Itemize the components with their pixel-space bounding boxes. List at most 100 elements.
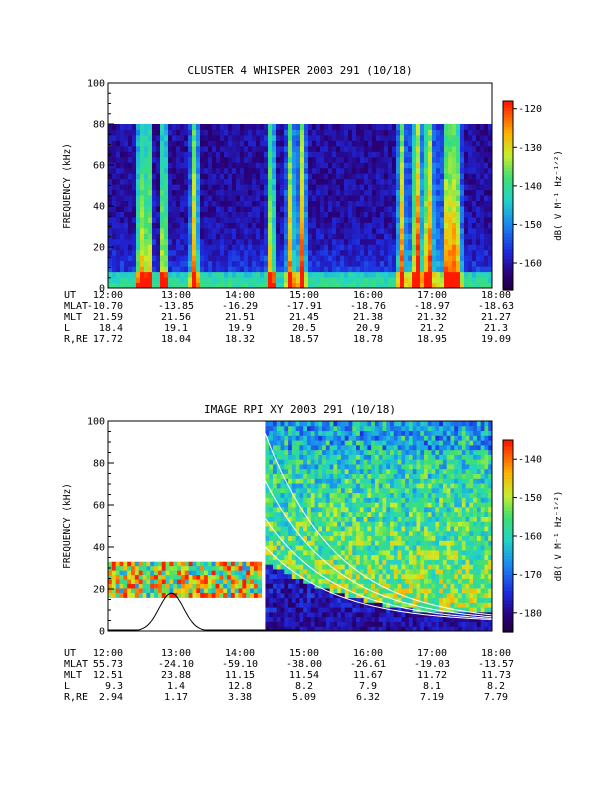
spectrogram-cell xyxy=(192,173,197,180)
spectrogram-cell xyxy=(464,277,469,284)
spectrogram-cell xyxy=(374,583,380,589)
spectrogram-cell xyxy=(329,483,334,489)
spectrogram-cell xyxy=(300,211,305,218)
spectrogram-cell xyxy=(363,616,368,622)
spectrogram-cell xyxy=(468,216,473,223)
spectrogram-cell xyxy=(248,271,253,278)
spectrogram-cell xyxy=(180,233,185,240)
spectrogram-cell xyxy=(484,227,489,234)
spectrogram-cell xyxy=(468,189,473,196)
spectrogram-cell xyxy=(404,271,409,278)
spectrogram-cell xyxy=(265,621,270,627)
spectrogram-cell xyxy=(401,483,406,489)
spectrogram-cell xyxy=(306,497,312,503)
spectrogram-cell xyxy=(368,134,373,141)
spectrogram-cell xyxy=(340,421,346,427)
spectrogram-cell xyxy=(448,255,453,262)
spectrogram-cell xyxy=(216,151,221,158)
spectrogram-cell xyxy=(120,156,125,163)
spectrogram-cell xyxy=(288,554,293,560)
spectrogram-cell xyxy=(276,211,281,218)
spectrogram-cell xyxy=(291,430,297,436)
spectrogram-cell xyxy=(112,178,117,185)
spectrogram-cell xyxy=(340,206,345,212)
spectrogram-cell xyxy=(299,540,304,546)
spectrogram-cell xyxy=(295,492,300,498)
spectrogram-cell xyxy=(412,200,417,207)
spectrogram-cell xyxy=(378,621,383,627)
spectrogram-cell xyxy=(244,244,249,251)
spectrogram-cell xyxy=(440,249,445,256)
spectrogram-cell xyxy=(397,506,402,513)
spectrogram-cell xyxy=(180,167,185,174)
spectrogram-cell xyxy=(192,167,197,174)
spectrogram-cell xyxy=(452,222,457,229)
spectrogram-cell xyxy=(314,473,319,479)
spectrogram-cell xyxy=(420,167,425,174)
spectrogram-cell xyxy=(216,134,221,141)
spectrogram-cell xyxy=(460,184,465,191)
spectrogram-cell xyxy=(371,478,376,484)
spectrogram-cell xyxy=(480,282,485,289)
spectrogram-cell xyxy=(376,211,381,218)
spectrogram-cell xyxy=(476,211,481,218)
spectrogram-cell xyxy=(329,602,334,608)
spectrogram-cell xyxy=(320,260,325,267)
spectrogram-cell xyxy=(374,516,380,522)
spectrogram-cell xyxy=(160,233,165,240)
spectrogram-cell xyxy=(364,151,369,158)
spectrogram-cell xyxy=(340,195,345,202)
spectrogram-cell xyxy=(272,255,277,262)
spectrogram-cell xyxy=(325,483,331,489)
spectrogram-cell xyxy=(196,134,201,141)
spectrogram-cell xyxy=(384,167,389,174)
spectrogram-cell xyxy=(348,526,353,532)
spectrogram-cell xyxy=(372,260,377,267)
spectrogram-cell xyxy=(264,178,269,185)
spectrogram-cell xyxy=(393,483,399,489)
spectrogram-cell xyxy=(240,244,245,251)
spectrogram-cell xyxy=(200,277,205,284)
spectrogram-cell xyxy=(192,156,197,163)
spectrogram-cell xyxy=(329,463,334,470)
spectrogram-cell xyxy=(200,227,205,234)
spectrogram-cell xyxy=(200,156,205,163)
spectrogram-cell xyxy=(252,216,257,223)
spectrogram-cell xyxy=(448,129,453,136)
spectrogram-cell xyxy=(291,545,297,551)
spectrogram-cell xyxy=(332,238,337,245)
spectrogram-cell xyxy=(329,502,334,508)
spectrogram-cell xyxy=(236,134,241,141)
spectrogram-cell xyxy=(248,162,253,169)
spectrogram-cell xyxy=(325,526,331,532)
spectrogram-cell xyxy=(111,584,117,589)
spectrogram-cell xyxy=(329,468,334,474)
spectrogram-cell xyxy=(356,430,361,436)
spectrogram-cell xyxy=(280,222,285,229)
spectrogram-cell xyxy=(333,444,338,451)
spectrogram-cell xyxy=(344,568,350,575)
spectrogram-cell xyxy=(265,540,270,546)
spectrogram-cell xyxy=(380,134,385,141)
spectrogram-cell xyxy=(310,478,316,484)
spectrogram-cell xyxy=(333,487,338,494)
spectrogram-cell xyxy=(325,449,331,455)
spectrogram-cell xyxy=(368,140,373,147)
spectrogram-cell xyxy=(156,156,161,163)
spectrogram-cell xyxy=(397,526,402,532)
spectrogram-cell xyxy=(265,607,270,613)
spectrogram-cell xyxy=(310,473,316,479)
spectrogram-cell xyxy=(176,200,181,207)
spectrogram-cell xyxy=(168,277,173,284)
spectrogram-cell xyxy=(340,616,346,622)
table-cell: -10.70 xyxy=(87,301,123,312)
spectrogram-cell xyxy=(303,607,308,613)
x-tick-label: 17:00 xyxy=(417,290,447,301)
spectrogram-cell xyxy=(424,266,429,273)
spectrogram-cell xyxy=(336,129,341,136)
spectrogram-cell xyxy=(325,602,331,608)
spectrogram-cell xyxy=(304,266,309,273)
spectrogram-cell xyxy=(314,554,319,560)
spectrogram-cell xyxy=(328,238,333,245)
spectrogram-cell xyxy=(248,124,253,130)
